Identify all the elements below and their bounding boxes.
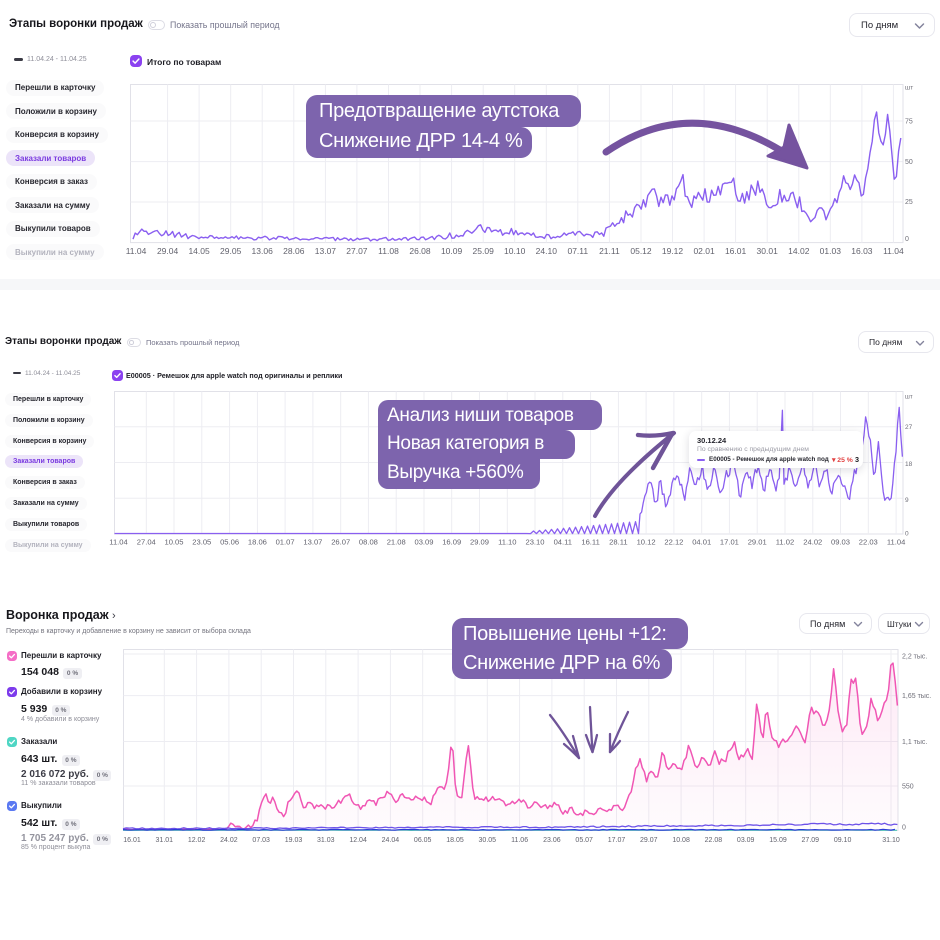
svg-text:23.06: 23.06 [543,837,561,844]
svg-text:04.01: 04.01 [692,538,711,547]
svg-text:18.05: 18.05 [446,837,464,844]
svg-text:17.07: 17.07 [608,837,626,844]
svg-text:11.04: 11.04 [109,538,127,547]
svg-text:11.04: 11.04 [883,246,904,256]
svg-text:21.11: 21.11 [599,246,620,256]
svg-text:шт: шт [905,84,913,91]
svg-text:30.05: 30.05 [479,837,497,844]
svg-text:09.10: 09.10 [834,837,852,844]
svg-text:19.03: 19.03 [285,837,303,844]
svg-text:50: 50 [905,159,913,166]
svg-text:09.03: 09.03 [831,538,850,547]
svg-text:13.07: 13.07 [303,538,322,547]
svg-text:10.10: 10.10 [504,246,526,256]
svg-text:28.06: 28.06 [283,246,305,256]
svg-text:27.07: 27.07 [346,246,368,256]
svg-text:07.03: 07.03 [252,837,270,844]
svg-text:24.10: 24.10 [536,246,558,256]
svg-text:16.01: 16.01 [123,837,141,844]
svg-text:15.09: 15.09 [769,837,787,844]
svg-text:22.08: 22.08 [705,837,723,844]
svg-text:13.06: 13.06 [252,246,274,256]
svg-text:01.07: 01.07 [276,538,295,547]
svg-text:21.08: 21.08 [387,538,406,547]
svg-text:07.11: 07.11 [567,246,588,256]
svg-text:24.04: 24.04 [382,837,400,844]
svg-text:31.01: 31.01 [156,837,174,844]
svg-text:11.04: 11.04 [887,538,905,547]
svg-text:05.06: 05.06 [220,538,239,547]
svg-text:03.09: 03.09 [737,837,755,844]
svg-text:11.06: 11.06 [511,837,528,844]
svg-text:0: 0 [905,236,909,243]
svg-text:75: 75 [905,118,913,125]
svg-text:22.12: 22.12 [664,538,683,547]
svg-text:22.03: 22.03 [859,538,878,547]
svg-text:25.09: 25.09 [473,246,495,256]
svg-text:02.01: 02.01 [693,246,715,256]
svg-text:шт: шт [905,394,913,400]
svg-text:16.03: 16.03 [851,246,873,256]
svg-text:11.08: 11.08 [378,246,399,256]
svg-text:04.11: 04.11 [554,538,572,547]
svg-text:11.04: 11.04 [126,246,147,256]
svg-text:28.11: 28.11 [609,538,627,547]
svg-text:0: 0 [905,531,909,538]
svg-text:10.09: 10.09 [441,246,463,256]
svg-text:24.02: 24.02 [220,837,238,844]
svg-text:11.10: 11.10 [498,538,516,547]
svg-text:9: 9 [905,497,909,504]
svg-text:31.10: 31.10 [882,837,900,844]
svg-text:16.01: 16.01 [725,246,747,256]
svg-text:13.07: 13.07 [315,246,337,256]
svg-text:12.04: 12.04 [349,837,367,844]
svg-text:550: 550 [902,784,914,791]
svg-text:17.01: 17.01 [720,538,739,547]
svg-text:03.09: 03.09 [414,538,433,547]
svg-text:25: 25 [905,199,913,206]
svg-text:27.04: 27.04 [137,538,156,547]
svg-text:18.06: 18.06 [248,538,267,547]
svg-text:27.09: 27.09 [802,837,820,844]
svg-text:08.08: 08.08 [359,538,378,547]
svg-text:23.05: 23.05 [192,538,211,547]
svg-text:01.03: 01.03 [820,246,842,256]
svg-text:30.01: 30.01 [757,246,779,256]
svg-text:29.01: 29.01 [748,538,767,547]
svg-text:31.03: 31.03 [317,837,335,844]
svg-text:10.05: 10.05 [164,538,183,547]
svg-text:18: 18 [905,461,913,468]
svg-text:29.09: 29.09 [470,538,489,547]
svg-text:26.07: 26.07 [331,538,350,547]
svg-text:29.04: 29.04 [157,246,179,256]
svg-text:29.05: 29.05 [220,246,242,256]
svg-text:10.08: 10.08 [672,837,690,844]
svg-text:05.12: 05.12 [630,246,652,256]
svg-text:16.11: 16.11 [581,538,599,547]
svg-text:12.02: 12.02 [188,837,206,844]
svg-text:1,65 тыс.: 1,65 тыс. [902,693,931,700]
svg-text:2,2 тыс.: 2,2 тыс. [902,653,927,660]
svg-text:14.05: 14.05 [188,246,210,256]
svg-text:05.07: 05.07 [575,837,593,844]
svg-text:10.12: 10.12 [637,538,656,547]
svg-text:19.12: 19.12 [662,246,684,256]
svg-text:1,1 тыс.: 1,1 тыс. [902,739,927,746]
svg-text:27: 27 [905,424,913,431]
svg-text:24.02: 24.02 [803,538,822,547]
svg-text:11.02: 11.02 [776,538,794,547]
svg-text:14.02: 14.02 [788,246,810,256]
svg-text:23.10: 23.10 [525,538,544,547]
svg-text:06.05: 06.05 [414,837,432,844]
svg-text:26.08: 26.08 [409,246,431,256]
svg-text:0: 0 [902,825,906,832]
svg-text:29.07: 29.07 [640,837,658,844]
svg-text:16.09: 16.09 [442,538,461,547]
